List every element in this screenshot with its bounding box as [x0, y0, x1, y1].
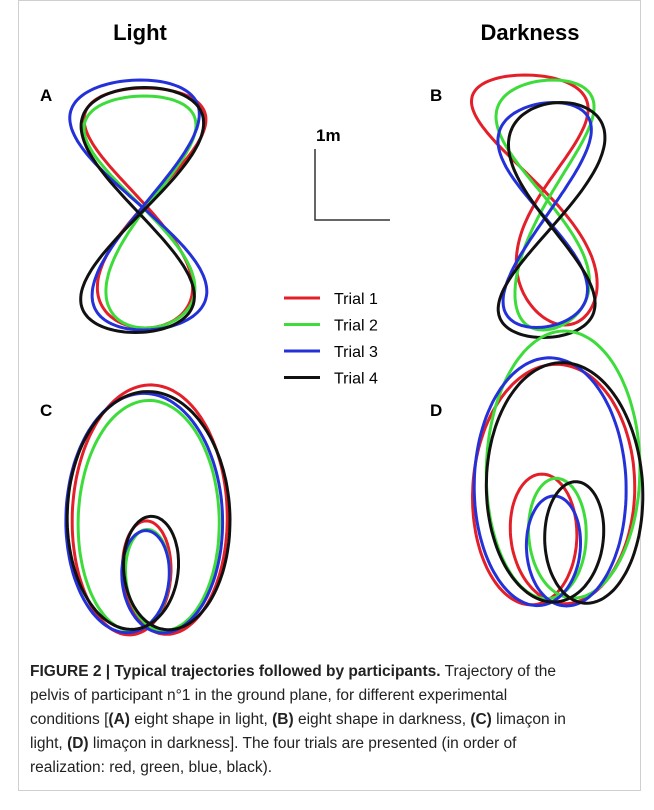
caption-line: realization: red, green, blue, black). — [30, 756, 566, 780]
caption-text: limaçon in darkness]. The four trials ar… — [88, 735, 517, 752]
caption-text: (B) — [272, 711, 294, 728]
panel-label: D — [430, 401, 442, 420]
caption-text: limaçon in — [491, 711, 566, 728]
column-title: Light — [113, 20, 167, 45]
scale-bar — [314, 149, 390, 221]
caption-line: light, (D) limaçon in darkness]. The fou… — [30, 732, 566, 756]
frame — [18, 0, 641, 791]
trajectories — [64, 73, 645, 637]
caption-line: pelvis of participant n°1 in the ground … — [30, 684, 566, 708]
trajectory — [469, 73, 599, 327]
trajectory — [470, 362, 637, 607]
legend-label: Trial 3 — [334, 344, 378, 361]
trajectory — [65, 390, 232, 632]
caption-text: light, — [30, 735, 68, 752]
trajectory — [494, 78, 596, 332]
caption: FIGURE 2 | Typical trajectories followed… — [30, 660, 566, 780]
caption-text: (C) — [470, 711, 492, 728]
scale-label: 1m — [316, 126, 341, 145]
caption-text: realization: red, green, blue, black). — [30, 759, 273, 776]
caption-line: conditions [(A) eight shape in light, (B… — [30, 708, 566, 732]
panel-label: C — [40, 401, 52, 420]
trajectory — [82, 94, 198, 330]
panel-label: A — [40, 86, 52, 105]
trajectory — [64, 391, 225, 635]
trajectory — [484, 329, 642, 601]
caption-line: FIGURE 2 | Typical trajectories followed… — [30, 660, 566, 684]
trajectory — [484, 361, 645, 605]
caption-text: conditions [ — [30, 711, 109, 728]
legend: Trial 1 Trial 2 Trial 3 Trial 4 — [284, 291, 378, 388]
trajectory — [79, 86, 206, 335]
legend-label: Trial 1 — [334, 291, 378, 308]
panel-label: B — [430, 86, 442, 105]
caption-text: Trajectory of the — [440, 663, 557, 680]
caption-text: pelvis of participant n°1 in the ground … — [30, 687, 508, 704]
trajectory — [70, 383, 229, 637]
caption-text: (D) — [67, 735, 89, 752]
trajectory — [496, 101, 593, 330]
trajectory — [68, 78, 209, 332]
caption-text: FIGURE 2 | Typical trajectories followed… — [30, 663, 441, 680]
legend-label: Trial 2 — [334, 318, 378, 335]
column-title: Darkness — [480, 20, 579, 45]
legend-label: Trial 4 — [334, 371, 378, 388]
caption-text: eight shape in darkness, — [293, 711, 471, 728]
caption-text: eight shape in light, — [129, 711, 273, 728]
caption-text: (A) — [108, 711, 130, 728]
trajectory — [472, 356, 628, 608]
